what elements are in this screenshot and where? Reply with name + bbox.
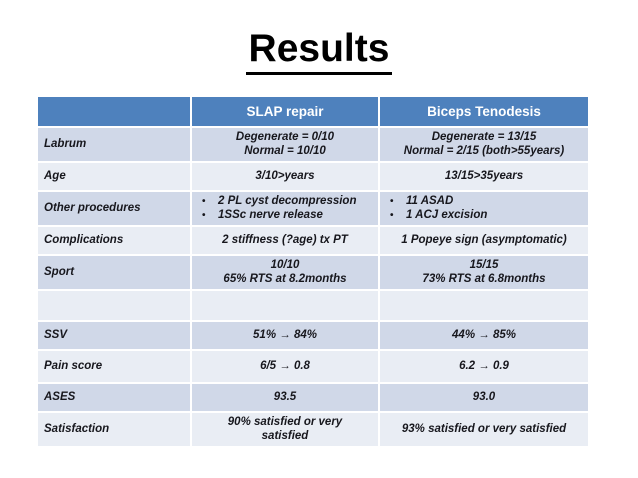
bullet-icon: • [390, 210, 394, 222]
row-label-age: Age [38, 162, 190, 190]
results-table: SLAP repair Biceps Tenodesis Labrum Dege… [36, 95, 590, 448]
cell-labrum-biceps: Degenerate = 13/15 Normal = 2/15 (both>5… [380, 128, 588, 161]
table-row-age: Age 3/10>years 13/15>35years [38, 162, 588, 190]
header-biceps-tenodesis: Biceps Tenodesis [380, 97, 588, 126]
table-row-labrum: Labrum Degenerate = 0/10 Normal = 10/10 … [38, 128, 588, 161]
cell-satisfaction-slap: 90% satisfied or very satisfied [192, 412, 378, 446]
bullet-icon: • [390, 195, 394, 207]
bullet-icon: • [202, 195, 206, 207]
list-item: • 1SSc nerve release [202, 208, 374, 223]
header-slap-repair: SLAP repair [192, 97, 378, 126]
cell-ases-slap: 93.5 [192, 383, 378, 411]
cell-complications-slap: 2 stiffness (?age) tx PT [192, 226, 378, 254]
bullet-text: 1SSc nerve release [218, 209, 323, 222]
row-label-labrum: Labrum [38, 128, 190, 161]
cell-age-slap: 3/10>years [192, 162, 378, 190]
cell-other-procedures-biceps: • 11 ASAD • 1 ACJ excision [380, 191, 588, 225]
row-label-ssv: SSV [38, 321, 190, 349]
bullet-text: 1 ACJ excision [406, 209, 488, 222]
cell-pain-score-slap: 6/5 → 0.8 [192, 350, 378, 382]
cell-empty-slap [192, 290, 378, 320]
cell-age-biceps: 13/15>35years [380, 162, 588, 190]
bullet-text: 2 PL cyst decompression [218, 194, 357, 207]
list-item: • 1 ACJ excision [390, 208, 584, 223]
cell-satisfaction-biceps: 93% satisfied or very satisfied [380, 412, 588, 446]
table-row-other-procedures: Other procedures • 2 PL cyst decompressi… [38, 191, 588, 225]
bullet-text: 11 ASAD [406, 194, 454, 207]
row-label-complications: Complications [38, 226, 190, 254]
row-label-empty [38, 290, 190, 320]
cell-ssv-biceps: 44% → 85% [380, 321, 588, 349]
row-label-satisfaction: Satisfaction [38, 412, 190, 446]
cell-complications-biceps: 1 Popeye sign (asymptomatic) [380, 226, 588, 254]
table-row-ssv: SSV 51% → 84% 44% → 85% [38, 321, 588, 349]
cell-empty-biceps [380, 290, 588, 320]
cell-ssv-slap: 51% → 84% [192, 321, 378, 349]
table-header-row: SLAP repair Biceps Tenodesis [38, 97, 588, 126]
header-empty [38, 97, 190, 126]
cell-pain-score-biceps: 6.2 → 0.9 [380, 350, 588, 382]
row-label-sport: Sport [38, 255, 190, 289]
row-label-pain-score: Pain score [38, 350, 190, 382]
slide-header: Results [0, 27, 638, 75]
bullet-icon: • [202, 210, 206, 222]
cell-sport-slap: 10/10 65% RTS at 8.2months [192, 255, 378, 289]
table-row-ases: ASES 93.5 93.0 [38, 383, 588, 411]
cell-labrum-slap: Degenerate = 0/10 Normal = 10/10 [192, 128, 378, 161]
table-row-complications: Complications 2 stiffness (?age) tx PT 1… [38, 226, 588, 254]
row-label-other-procedures: Other procedures [38, 191, 190, 225]
table-row-satisfaction: Satisfaction 90% satisfied or very satis… [38, 412, 588, 446]
page-title: Results [245, 27, 393, 75]
list-item: • 11 ASAD [390, 194, 584, 209]
cell-sport-biceps: 15/15 73% RTS at 6.8months [380, 255, 588, 289]
row-label-ases: ASES [38, 383, 190, 411]
list-item: • 2 PL cyst decompression [202, 194, 374, 209]
table-row-pain-score: Pain score 6/5 → 0.8 6.2 → 0.9 [38, 350, 588, 382]
cell-ases-biceps: 93.0 [380, 383, 588, 411]
cell-other-procedures-slap: • 2 PL cyst decompression • 1SSc nerve r… [192, 191, 378, 225]
table-row-sport: Sport 10/10 65% RTS at 8.2months 15/15 7… [38, 255, 588, 289]
table-row-empty [38, 290, 588, 320]
